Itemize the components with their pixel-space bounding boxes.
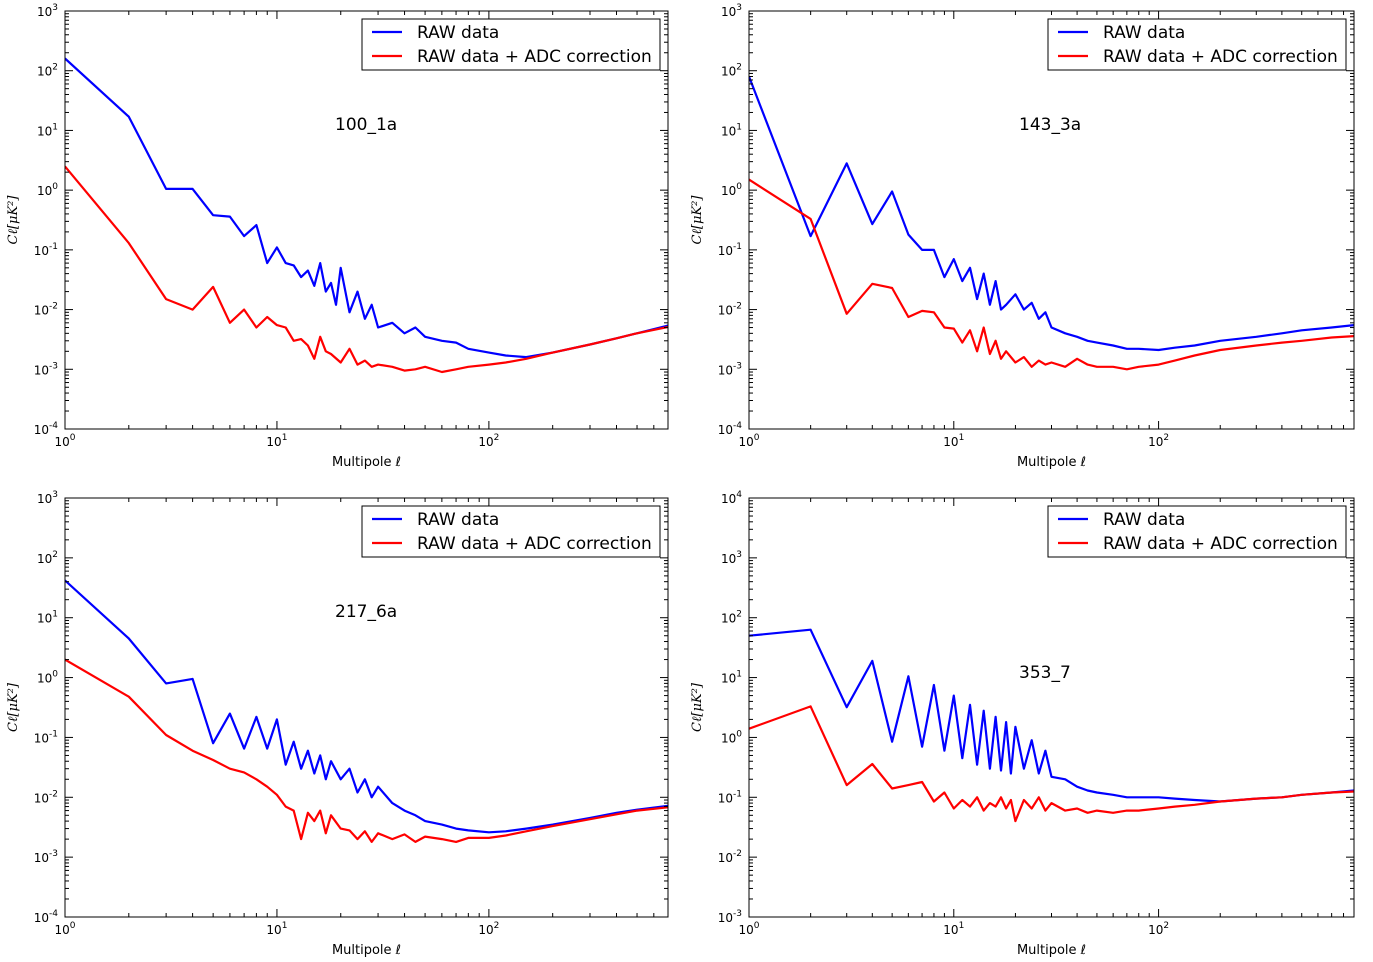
series-line-adc <box>65 658 668 844</box>
x-axis-label: Multipole ℓ <box>332 455 401 470</box>
legend-label: RAW data + ADC correction <box>1103 534 1338 554</box>
y-tick-label: 102 <box>721 63 742 79</box>
plot-frame <box>64 10 669 430</box>
y-tick-label: 101 <box>37 610 58 626</box>
y-tick-label: 101 <box>721 122 742 138</box>
series-line-raw <box>749 76 1354 352</box>
legend-label: RAW data + ADC correction <box>1103 47 1338 67</box>
legend-box <box>1047 18 1347 71</box>
series-line-adc <box>749 705 1354 823</box>
y-tick-label: 102 <box>37 550 58 566</box>
y-axis-label: Cℓ[μK²] <box>6 195 21 245</box>
legend-label: RAW data <box>1103 510 1185 530</box>
y-tick-label: 100 <box>37 670 58 686</box>
detector-annotation: 100_1a <box>335 115 397 135</box>
y-tick-label: 10-2 <box>34 789 58 805</box>
y-tick-label: 10-3 <box>34 849 58 865</box>
y-tick-label: 10-4 <box>34 421 59 437</box>
plot-frame <box>748 497 1355 918</box>
y-tick-label: 102 <box>37 63 58 79</box>
y-tick-label: 10-1 <box>718 242 742 258</box>
x-tick-label: 101 <box>266 921 287 937</box>
x-axis-label: Multipole ℓ <box>332 943 401 958</box>
legend: RAW data RAW data + ADC correction <box>1047 18 1347 71</box>
chart-panel-2: 100 101 102 10-4 10-3 10-2 10-1 100 101 102 103 Mul… <box>690 3 1355 470</box>
y-tick-label: 10-1 <box>34 242 58 258</box>
y-tick-label: 10-3 <box>718 909 742 925</box>
y-tick-label: 100 <box>721 729 742 745</box>
x-tick-label: 102 <box>478 433 499 449</box>
y-tick-label: 100 <box>37 182 58 198</box>
legend: RAW data RAW data + ADC correction <box>361 18 661 71</box>
series-line-raw <box>749 628 1354 803</box>
detector-annotation: 353_7 <box>1019 663 1071 683</box>
y-tick-label: 102 <box>721 610 742 626</box>
series-line-raw <box>65 579 668 834</box>
legend-box <box>361 505 661 558</box>
x-tick-label: 101 <box>943 921 964 937</box>
y-tick-label: 101 <box>721 670 742 686</box>
y-tick-label: 103 <box>721 550 742 566</box>
y-tick-label: 101 <box>37 122 58 138</box>
x-tick-label: 102 <box>1148 921 1169 937</box>
plot-frame <box>64 497 669 918</box>
x-tick-label: 100 <box>54 433 75 449</box>
legend-label: RAW data <box>417 510 499 530</box>
legend-label: RAW data <box>417 23 499 43</box>
y-tick-label: 10-1 <box>718 789 742 805</box>
legend: RAW data RAW data + ADC correction <box>1047 505 1347 558</box>
series-line-adc <box>65 165 668 374</box>
x-tick-label: 100 <box>54 921 75 937</box>
x-tick-label: 102 <box>478 921 499 937</box>
y-tick-label: 103 <box>721 3 742 19</box>
detector-annotation: 143_3a <box>1019 115 1081 135</box>
y-tick-label: 10-1 <box>34 729 58 745</box>
legend-label: RAW data + ADC correction <box>417 47 652 67</box>
plot-frame <box>748 10 1355 430</box>
y-tick-label: 10-3 <box>34 361 58 377</box>
y-tick-label: 10-2 <box>718 302 742 318</box>
y-axis-label: Cℓ[μK²] <box>6 682 21 732</box>
y-axis-label: Cℓ[μK²] <box>690 195 705 245</box>
y-tick-label: 100 <box>721 182 742 198</box>
series-line-adc <box>749 178 1354 371</box>
chart-panel-4: 100 101 102 10-3 10-2 10-1 100 101 102 103 104 Mult… <box>690 490 1355 958</box>
x-tick-label: 101 <box>943 433 964 449</box>
legend-label: RAW data <box>1103 23 1185 43</box>
x-axis-label: Multipole ℓ <box>1017 943 1086 958</box>
x-tick-label: 100 <box>738 921 759 937</box>
x-tick-label: 101 <box>266 433 287 449</box>
y-axis-label: Cℓ[μK²] <box>690 682 705 732</box>
x-tick-label: 102 <box>1148 433 1169 449</box>
series-line-raw <box>65 57 668 359</box>
y-tick-label: 103 <box>37 490 58 506</box>
legend: RAW data RAW data + ADC correction <box>361 505 661 558</box>
y-tick-label: 10-3 <box>718 361 742 377</box>
x-tick-label: 100 <box>738 433 759 449</box>
chart-panel-3: 100 101 102 10-4 10-3 10-2 10-1 100 101 102 103 Mul… <box>6 490 669 958</box>
y-tick-label: 10-4 <box>34 909 59 925</box>
x-axis-label: Multipole ℓ <box>1017 455 1086 470</box>
y-tick-label: 10-2 <box>34 302 58 318</box>
detector-annotation: 217_6a <box>335 602 397 622</box>
legend-label: RAW data + ADC correction <box>417 534 652 554</box>
y-tick-label: 10-4 <box>718 421 743 437</box>
legend-box <box>361 18 661 71</box>
y-tick-label: 104 <box>721 490 742 506</box>
chart-panel-1: 100 101 102 10-4 10-3 10-2 10-1 100 101 102 103 Mul… <box>6 3 669 470</box>
y-tick-label: 10-2 <box>718 849 742 865</box>
y-tick-label: 103 <box>37 3 58 19</box>
legend-box <box>1047 505 1347 558</box>
